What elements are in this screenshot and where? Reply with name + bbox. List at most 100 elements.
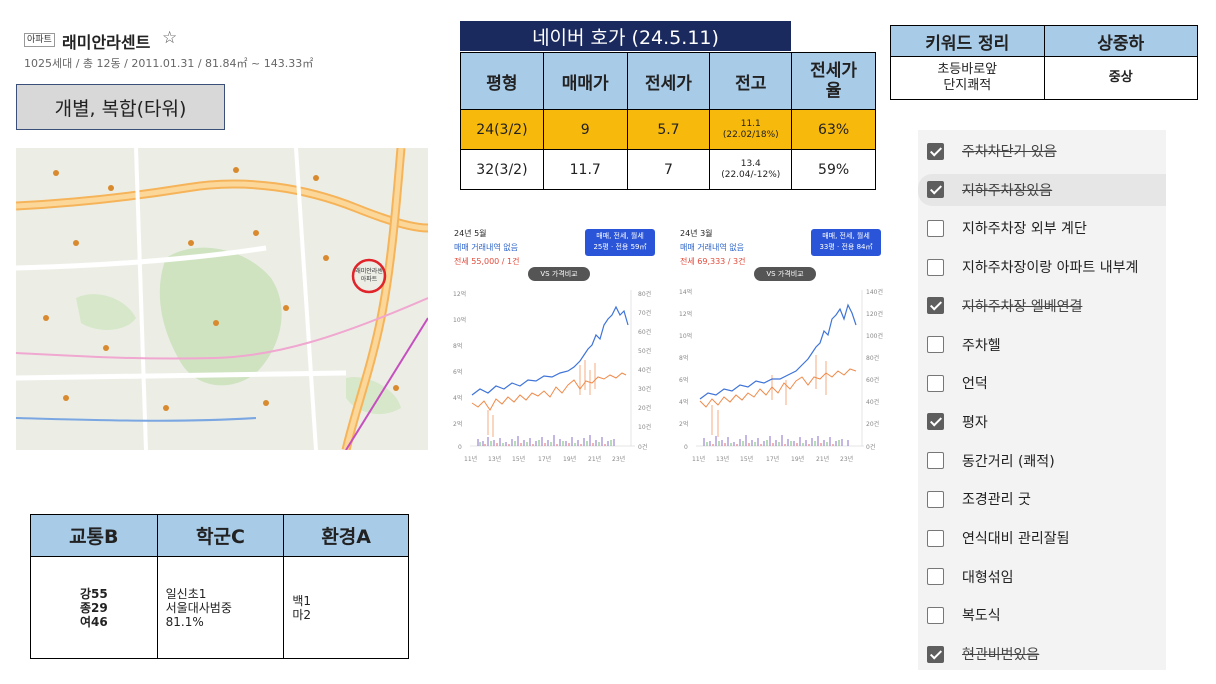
checkbox-checked-icon[interactable] — [927, 413, 944, 431]
price-cell: 7 — [626, 149, 711, 190]
transport-line: 강55 — [79, 586, 108, 601]
checkbox-icon[interactable] — [927, 336, 944, 353]
checkbox-icon[interactable] — [927, 568, 944, 586]
area-evaluation-table: 교통B 학군C 환경A 강55 종29 여46 일신초1 서울대사범중 81.1… — [30, 514, 409, 659]
price-cell: 11.1 (22.02/18%) — [709, 109, 793, 150]
checklist-label: 조경관리 굿 — [962, 492, 1031, 509]
checklist-label: 지하주차장 엘베연결 — [962, 298, 1083, 315]
chart-filter-button[interactable]: 매매, 전세, 월세 25평 · 전용 59㎡ — [585, 229, 655, 256]
y-tick-right: 60건 — [638, 328, 651, 336]
school-line: 81.1% — [165, 614, 204, 629]
naver-quote-title: 네이버 호가 (24.5.11) — [460, 21, 791, 51]
y-tick-right: 20건 — [638, 404, 651, 412]
keyword-cell: 초등바로앞 단지쾌적 — [890, 56, 1045, 100]
checkbox-icon[interactable] — [927, 219, 944, 237]
chart-plot: 12억 10억 8억 6억 4억 2억 0 80건 70건 60건 50건 40… — [453, 290, 651, 463]
y-tick: 2억 — [453, 420, 462, 428]
x-tick: 15년 — [512, 455, 525, 463]
checklist-label: 지하주차장 외부 계단 — [962, 221, 1087, 238]
y-tick-right: 50건 — [638, 347, 651, 355]
x-tick: 11년 — [464, 455, 477, 463]
checkbox-icon[interactable] — [927, 374, 944, 392]
map-target-label: 래미안라센 — [355, 267, 383, 275]
keyword-line: 단지쾌적 — [943, 78, 992, 93]
x-tick: 13년 — [716, 455, 729, 463]
school-cell: 일신초1 서울대사범중 81.1% — [156, 556, 285, 659]
checklist-item[interactable]: 지하주차장 외부 계단 — [918, 212, 1166, 244]
y-tick-right: 0건 — [866, 443, 875, 451]
checklist-label: 동간거리 (쾌적) — [962, 453, 1055, 470]
checkbox-icon[interactable] — [927, 606, 944, 624]
price-table-header: 평형 매매가 전세가 전고 전세가 율 — [460, 52, 876, 110]
checklist-item[interactable]: 평자 — [918, 406, 1166, 438]
price-header: 평형 — [460, 52, 544, 110]
school-line: 서울대사범중 — [165, 600, 232, 615]
checkbox-checked-icon[interactable] — [927, 645, 944, 663]
y-tick: 10억 — [453, 316, 466, 324]
transport-line: 여46 — [79, 614, 108, 629]
y-tick: 6억 — [679, 376, 688, 384]
favorite-star-icon[interactable]: ☆ — [162, 28, 178, 48]
y-tick-right: 70건 — [638, 309, 651, 317]
y-tick-right: 100건 — [866, 332, 883, 340]
checklist-label: 복도식 — [962, 608, 1001, 625]
checkbox-checked-icon[interactable] — [927, 181, 944, 199]
y-tick-right: 0건 — [638, 443, 647, 451]
y-tick-right: 60건 — [866, 376, 879, 384]
chart-price: 전세 55,000 / 1건 — [454, 257, 520, 266]
sale-series-line — [471, 305, 629, 396]
checklist-item[interactable]: 조경관리 굿 — [918, 483, 1166, 515]
checklist-item[interactable]: 동간거리 (쾌적) — [918, 445, 1166, 477]
x-tick: 19년 — [563, 455, 576, 463]
area-header-row: 교통B 학군C 환경A — [30, 514, 409, 557]
x-tick: 19년 — [791, 455, 804, 463]
y-tick-right: 140건 — [866, 288, 883, 296]
checklist-item[interactable]: 언덕 — [918, 367, 1166, 399]
x-tick: 21년 — [816, 455, 829, 463]
transport-line: 종29 — [79, 600, 108, 615]
x-tick: 11년 — [692, 455, 705, 463]
checklist-item[interactable]: 복도식 — [918, 599, 1166, 631]
price-cell: 63% — [791, 109, 876, 150]
checklist-item[interactable]: 주차차단기 있음 — [918, 135, 1166, 167]
jeonse-spikes — [487, 360, 596, 437]
y-tick: 2억 — [679, 420, 688, 428]
transport-header: 교통B — [30, 514, 158, 557]
y-tick-right: 40건 — [638, 366, 651, 374]
price-header-text: 전고 — [735, 73, 767, 94]
checkbox-icon[interactable] — [927, 452, 944, 470]
x-tick: 17년 — [766, 455, 779, 463]
checklist-item[interactable]: 대형섞임 — [918, 561, 1166, 593]
price-cell: 32(3/2) — [460, 149, 544, 190]
checklist-item[interactable]: 지하주차장있음 — [918, 173, 1166, 206]
compare-button[interactable]: VS 가격비교 — [754, 267, 816, 281]
price-cell: 9 — [542, 109, 628, 150]
checklist-label: 주차차단기 있음 — [962, 144, 1057, 160]
checkbox-icon[interactable] — [927, 258, 944, 276]
x-tick: 17년 — [538, 455, 551, 463]
naver-price-table: 평형 매매가 전세가 전고 전세가 율 24(3/2) 9 5.7 11.1 (2… — [460, 52, 876, 190]
checkbox-icon[interactable] — [927, 490, 944, 508]
checkbox-icon[interactable] — [927, 529, 944, 547]
apartment-info: 1025세대 / 총 12동 / 2011.01.31 / 81.84㎡ ~ 1… — [24, 57, 314, 70]
checklist-item[interactable]: 연식대비 관리잘됨 — [918, 522, 1166, 554]
checklist-item[interactable]: 지하주차장이랑 아파트 내부계 — [918, 251, 1166, 283]
checklist-item[interactable]: 현관비번있음 — [918, 638, 1166, 670]
location-map[interactable]: 래미안라센 아파트 — [16, 148, 428, 450]
compare-button[interactable]: VS 가격비교 — [528, 267, 590, 281]
y-tick-right: 80건 — [638, 290, 651, 298]
x-tick: 13년 — [488, 455, 501, 463]
chart-filter-button[interactable]: 매매, 전세, 월세 33평 · 전용 84㎡ — [811, 229, 881, 256]
y-tick-right: 20건 — [866, 420, 879, 428]
price-high-detail: (22.02/18%) — [722, 129, 779, 140]
y-tick: 0 — [684, 444, 688, 451]
checklist-item[interactable]: 지하주차장 엘베연결 — [918, 290, 1166, 322]
grade-header: 상중하 — [1043, 25, 1198, 57]
y-tick-right: 30건 — [638, 385, 651, 393]
filter-label: 매매, 전세, 월세 — [596, 232, 644, 240]
checklist-item[interactable]: 주차헬 — [918, 329, 1166, 361]
checkbox-checked-icon[interactable] — [927, 297, 944, 315]
checkbox-checked-icon[interactable] — [927, 142, 944, 160]
keyword-header: 키워드 정리 — [890, 25, 1045, 57]
